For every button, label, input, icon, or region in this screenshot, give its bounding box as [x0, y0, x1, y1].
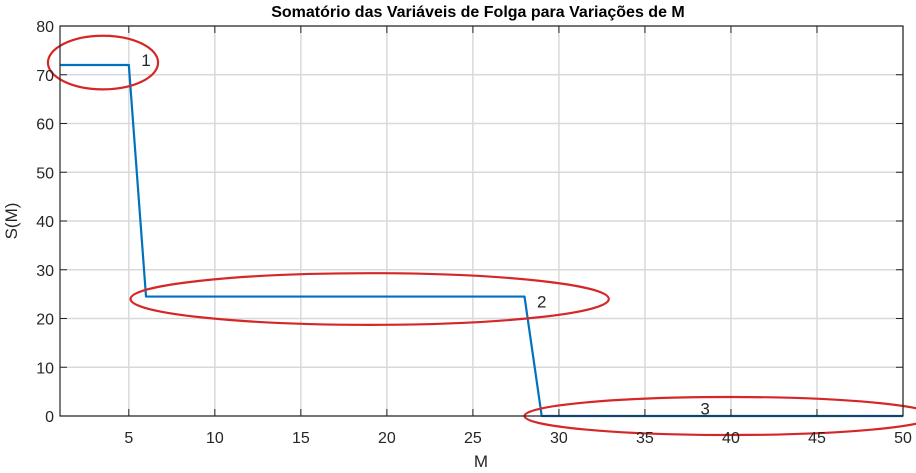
x-tick-label: 5	[124, 430, 133, 447]
annotation-label-3: 3	[700, 400, 709, 419]
x-tick-label: 30	[550, 430, 568, 447]
y-tick-label: 60	[36, 117, 54, 134]
y-tick-label: 30	[36, 263, 54, 280]
x-tick-label: 45	[808, 430, 826, 447]
y-tick-label: 80	[36, 19, 54, 36]
x-tick-label: 10	[206, 430, 224, 447]
axis-ticks: 5 10 15 20 25 30 35 40 45 50 0 10 20 30 40 50 60 70 80	[36, 19, 912, 447]
x-tick-label: 20	[378, 430, 396, 447]
y-tick-label: 70	[36, 68, 54, 85]
y-tick-label: 50	[36, 165, 54, 182]
annotation-ellipse-2	[129, 272, 610, 326]
x-tick-label: 15	[292, 430, 310, 447]
annotation-layer: 1 2 3	[46, 34, 916, 437]
series-line	[60, 63, 903, 418]
annotation-label-2: 2	[537, 292, 546, 311]
x-tick-label: 35	[636, 430, 654, 447]
x-tick-label: 40	[722, 430, 740, 447]
annotation-ellipse-1	[46, 34, 160, 91]
x-tick-label: 25	[464, 430, 482, 447]
y-tick-label: 0	[45, 409, 54, 426]
grid	[60, 25, 904, 417]
y-tick-label: 20	[36, 312, 54, 329]
annotation-label-1: 1	[141, 51, 150, 70]
x-axis-label: M	[474, 452, 488, 471]
y-tick-label: 10	[36, 360, 54, 377]
x-tick-label: 50	[894, 430, 912, 447]
series-layer	[60, 63, 903, 418]
chart-title: Somatório das Variáveis de Folga para Va…	[271, 4, 685, 21]
y-tick-label: 40	[36, 214, 54, 231]
y-axis-label: S(M)	[2, 203, 21, 240]
